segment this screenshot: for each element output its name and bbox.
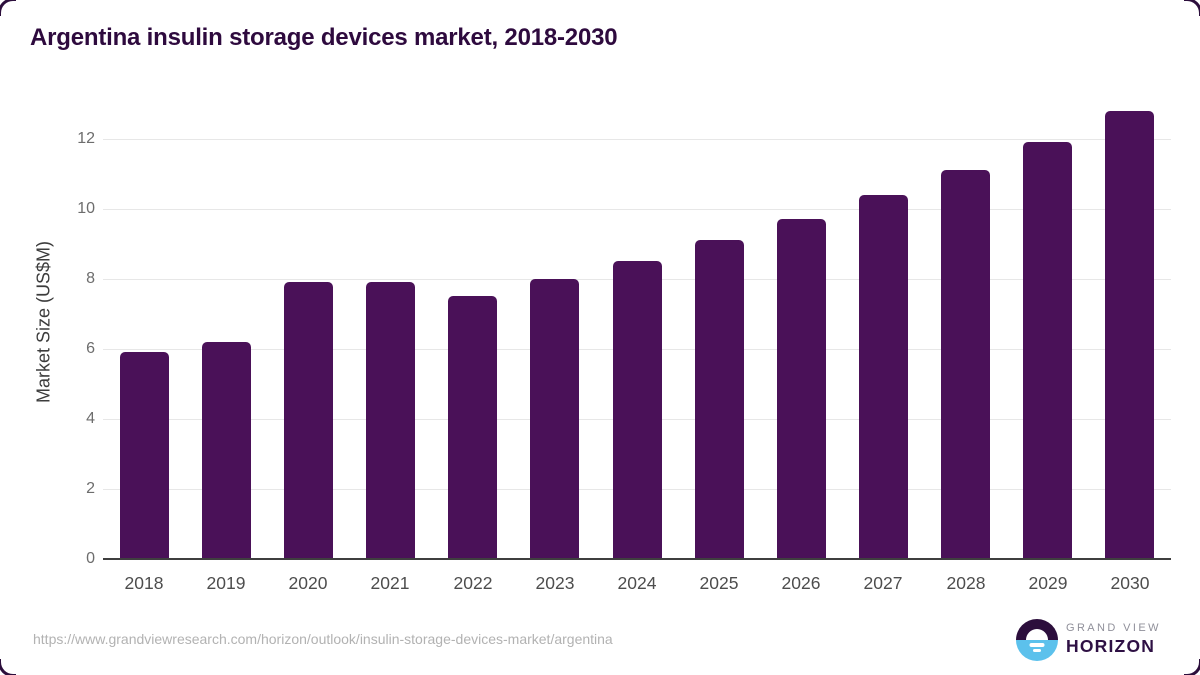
bar-2028[interactable] [941, 170, 990, 559]
logo-brand-name: GRAND VIEW [1066, 622, 1161, 634]
y-tick-label-4: 4 [86, 410, 95, 427]
bar-2025[interactable] [695, 240, 744, 559]
y-tick-label-12: 12 [77, 130, 95, 147]
y-tick-label-6: 6 [86, 340, 95, 357]
gridline-12 [103, 139, 1171, 140]
y-tick-label-8: 8 [86, 270, 95, 287]
x-tick-label-2022: 2022 [453, 573, 493, 593]
x-tick-label-2025: 2025 [699, 573, 739, 593]
chart-title: Argentina insulin storage devices market… [30, 24, 618, 51]
bar-2022[interactable] [448, 296, 497, 559]
y-tick-label-2: 2 [86, 480, 95, 497]
x-tick-label-2024: 2024 [617, 573, 657, 593]
bar-2023[interactable] [530, 279, 579, 559]
y-tick-label-0: 0 [86, 550, 95, 567]
x-tick-label-2029: 2029 [1028, 573, 1068, 593]
x-tick-label-2026: 2026 [781, 573, 821, 593]
x-tick-label-2023: 2023 [535, 573, 575, 593]
x-tick-label-2021: 2021 [370, 573, 410, 593]
bar-2019[interactable] [202, 342, 251, 559]
bar-2018[interactable] [120, 352, 169, 559]
source-url: https://www.grandviewresearch.com/horizo… [33, 631, 613, 647]
bar-2024[interactable] [613, 261, 662, 559]
logo-product-name: HORIZON [1066, 636, 1156, 656]
x-tick-label-2028: 2028 [946, 573, 986, 593]
x-tick-label-2027: 2027 [863, 573, 903, 593]
x-tick-label-2030: 2030 [1110, 573, 1150, 593]
x-tick-label-2018: 2018 [124, 573, 164, 593]
bar-2027[interactable] [859, 195, 908, 559]
x-tick-label-2019: 2019 [206, 573, 246, 593]
x-axis-line [103, 558, 1171, 560]
x-tick-label-2020: 2020 [288, 573, 328, 593]
bar-2026[interactable] [777, 219, 826, 559]
bar-2020[interactable] [284, 282, 333, 559]
y-tick-label-10: 10 [77, 200, 95, 217]
bar-2021[interactable] [366, 282, 415, 559]
grandview-horizon-logo[interactable]: GRAND VIEW HORIZON [1016, 619, 1168, 661]
horizon-sun-icon [1016, 619, 1058, 661]
bar-2030[interactable] [1105, 111, 1154, 559]
y-axis-title: Market Size (US$M) [33, 240, 54, 404]
bar-2029[interactable] [1023, 142, 1072, 559]
gridline-10 [103, 209, 1171, 210]
